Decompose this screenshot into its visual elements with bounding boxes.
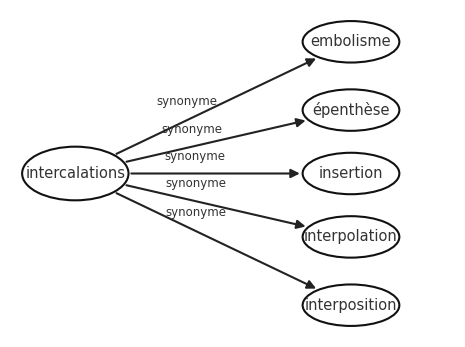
- Ellipse shape: [303, 285, 399, 326]
- Text: synonyme: synonyme: [161, 123, 222, 136]
- Text: synonyme: synonyme: [166, 177, 227, 190]
- Ellipse shape: [303, 21, 399, 62]
- Text: insertion: insertion: [319, 166, 383, 181]
- Text: synonyme: synonyme: [157, 95, 218, 108]
- Text: embolisme: embolisme: [311, 34, 392, 49]
- Text: intercalations: intercalations: [25, 166, 126, 181]
- Ellipse shape: [303, 153, 399, 194]
- Ellipse shape: [303, 90, 399, 131]
- Ellipse shape: [22, 147, 128, 200]
- Ellipse shape: [303, 216, 399, 257]
- Text: interposition: interposition: [305, 298, 397, 313]
- Text: interpolation: interpolation: [304, 229, 398, 244]
- Text: synonyme: synonyme: [166, 206, 227, 219]
- Text: épenthèse: épenthèse: [312, 102, 390, 118]
- Text: synonyme: synonyme: [164, 150, 225, 163]
